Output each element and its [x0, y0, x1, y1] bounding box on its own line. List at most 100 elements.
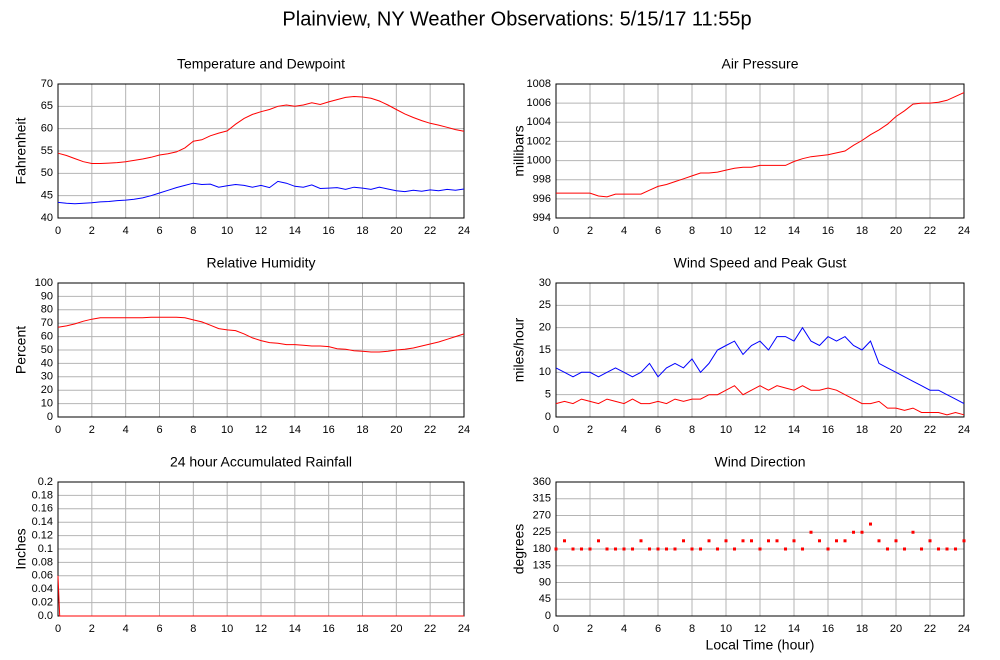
y-tick-label: 0.18 — [32, 489, 53, 501]
x-tick-label: 0 — [553, 225, 559, 237]
x-tick-label: 24 — [458, 623, 470, 635]
data-point — [563, 539, 566, 543]
y-tick-label: 994 — [533, 212, 551, 224]
x-tick-label: 18 — [856, 424, 868, 436]
x-tick-label: 22 — [424, 225, 436, 237]
y-tick-label: 0.08 — [32, 556, 53, 568]
y-tick-label: 180 — [533, 543, 551, 555]
y-tick-label: 135 — [533, 560, 551, 572]
x-tick-label: 0 — [55, 424, 61, 436]
x-tick-label: 20 — [890, 623, 902, 635]
y-tick-label: 0 — [47, 411, 53, 423]
data-line — [555, 326, 965, 405]
data-point — [826, 547, 830, 551]
x-tick-label: 0 — [553, 424, 559, 436]
y-tick-label: 70 — [41, 317, 53, 329]
figure-title: Plainview, NY Weather Observations: 5/15… — [282, 8, 751, 30]
y-tick-label: 0.1 — [38, 543, 53, 555]
x-tick-label: 18 — [356, 623, 368, 635]
y-tick-label: 60 — [41, 331, 53, 343]
y-tick-label: 50 — [41, 167, 53, 179]
y-tick-label: 80 — [41, 304, 53, 316]
data-point — [554, 547, 558, 551]
data-point — [818, 539, 821, 543]
chart-title: Relative Humidity — [207, 255, 316, 271]
data-point — [639, 539, 643, 543]
x-tick-label: 12 — [255, 623, 267, 635]
x-tick-label: 20 — [390, 424, 402, 436]
plot-frame — [555, 282, 965, 418]
data-point — [699, 547, 702, 551]
x-tick-label: 10 — [221, 424, 233, 436]
y-tick-label: 20 — [41, 384, 53, 396]
x-tick-label: 22 — [424, 424, 436, 436]
x-tick-label: 8 — [190, 623, 196, 635]
x-tick-label: 2 — [89, 424, 95, 436]
data-point — [809, 530, 813, 534]
data-point — [903, 547, 906, 551]
x-tick-label: 16 — [323, 225, 335, 237]
data-point — [860, 530, 864, 534]
x-tick-label: 18 — [356, 225, 368, 237]
y-tick-label: 0.2 — [38, 476, 53, 488]
y-tick-label: 1006 — [527, 97, 551, 109]
x-tick-label: 16 — [323, 623, 335, 635]
x-tick-label: 24 — [458, 424, 470, 436]
y-tick-label: 0.06 — [32, 570, 53, 582]
x-tick-label: 18 — [856, 225, 868, 237]
data-point — [750, 539, 753, 543]
x-tick-label: 6 — [655, 424, 661, 436]
x-tick-label: 22 — [424, 623, 436, 635]
x-tick-label: 12 — [754, 225, 766, 237]
x-tick-label: 14 — [788, 424, 800, 436]
chart-title: Air Pressure — [721, 56, 798, 72]
x-tick-label: 12 — [754, 623, 766, 635]
chart-title: Wind Speed and Peak Gust — [674, 255, 847, 271]
x-tick-label: 20 — [890, 424, 902, 436]
x-tick-label: 4 — [621, 424, 627, 436]
data-point — [597, 539, 600, 543]
x-tick-label: 0 — [553, 623, 559, 635]
data-line — [57, 95, 465, 164]
y-tick-label: 30 — [41, 371, 53, 383]
data-line — [556, 92, 965, 198]
x-tick-label: 24 — [958, 225, 970, 237]
x-tick-label: 8 — [190, 225, 196, 237]
x-tick-label: 22 — [924, 424, 936, 436]
y-tick-label: 998 — [533, 174, 551, 186]
data-point — [945, 547, 949, 551]
data-line — [57, 180, 465, 205]
data-point — [920, 547, 923, 551]
y-tick-label: 996 — [533, 193, 551, 205]
y-tick-label: 100 — [35, 277, 53, 289]
x-tick-label: 22 — [924, 225, 936, 237]
y-tick-label: 5 — [545, 389, 551, 401]
data-point — [767, 539, 770, 543]
y-tick-label: 20 — [539, 322, 551, 334]
y-tick-label: 30 — [539, 277, 551, 289]
x-tick-label: 10 — [720, 424, 732, 436]
y-tick-label: 60 — [41, 123, 53, 135]
data-point — [801, 547, 804, 551]
x-tick-label: 6 — [655, 225, 661, 237]
x-tick-label: 4 — [123, 225, 129, 237]
y-tick-label: 65 — [41, 100, 53, 112]
chart-title: 24 hour Accumulated Rainfall — [170, 454, 352, 470]
x-tick-label: 10 — [221, 225, 233, 237]
x-tick-label: 2 — [89, 225, 95, 237]
data-point — [707, 539, 711, 543]
y-tick-label: 360 — [533, 476, 551, 488]
y-axis-label: Percent — [13, 326, 29, 374]
data-point — [835, 539, 838, 543]
y-tick-label: 270 — [533, 509, 551, 521]
y-tick-label: 0 — [545, 610, 551, 622]
data-point — [605, 547, 609, 551]
data-point — [588, 547, 592, 551]
data-point — [673, 547, 677, 551]
x-tick-label: 18 — [356, 424, 368, 436]
plot-frame — [57, 282, 465, 418]
x-tick-label: 6 — [156, 623, 162, 635]
data-point — [894, 539, 898, 543]
x-tick-label: 2 — [587, 623, 593, 635]
